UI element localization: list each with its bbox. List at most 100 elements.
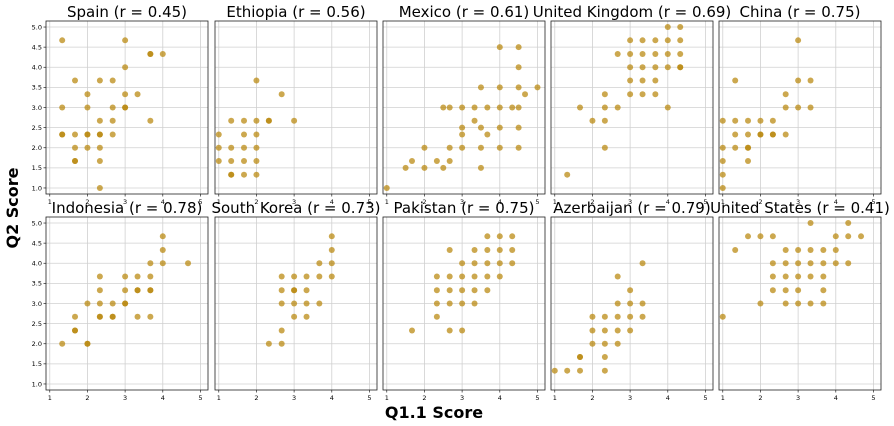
data-point: [664, 104, 671, 111]
data-point: [253, 77, 260, 84]
subplot-title: Indonesia (r = 0.78): [52, 199, 203, 217]
x-tick-label: 1: [385, 198, 389, 206]
data-point: [134, 273, 141, 280]
data-point: [639, 300, 646, 307]
data-point: [564, 171, 571, 178]
data-point: [589, 340, 596, 347]
data-point: [627, 313, 634, 320]
data-point: [241, 131, 248, 138]
x-tick-label: 1: [48, 394, 52, 402]
data-point: [109, 77, 116, 84]
data-point: [719, 184, 726, 191]
data-point: [601, 117, 608, 124]
data-point: [496, 233, 503, 240]
data-point: [459, 287, 466, 294]
data-point: [241, 144, 248, 151]
x-tick-label: 1: [721, 198, 725, 206]
data-point: [459, 300, 466, 307]
x-tick-label: 4: [161, 198, 165, 206]
data-point: [627, 50, 634, 57]
data-point: [96, 77, 103, 84]
data-point: [639, 77, 646, 84]
data-point: [496, 144, 503, 151]
data-point: [496, 273, 503, 280]
data-point: [677, 37, 684, 44]
data-point: [589, 313, 596, 320]
data-point: [471, 273, 478, 280]
data-point: [278, 91, 285, 98]
data-point: [122, 37, 129, 44]
data-point: [484, 131, 491, 138]
data-point: [72, 77, 79, 84]
data-point: [228, 144, 235, 151]
data-point: [782, 104, 789, 111]
y-tick-label: 1.0: [32, 184, 42, 192]
data-point: [433, 273, 440, 280]
x-tick-label: 4: [498, 198, 502, 206]
data-point: [303, 273, 310, 280]
data-point: [795, 246, 802, 253]
data-point: [459, 131, 466, 138]
data-point: [96, 184, 103, 191]
data-point: [757, 233, 764, 240]
x-tick-label: 3: [123, 394, 127, 402]
data-point: [614, 104, 621, 111]
subplot-panel: 1 2 3 4 5 1.0 1.5 2.0 2.5 3.0 3.5 4.0 4.5 5.0 Spain (r…: [32, 3, 209, 206]
y-axis-label: Q2 Score: [3, 167, 22, 248]
data-point: [159, 246, 166, 253]
data-point: [477, 144, 484, 151]
data-point: [664, 24, 671, 31]
data-point: [134, 313, 141, 320]
y-tick-label: 2.5: [32, 320, 42, 328]
data-point: [265, 340, 272, 347]
data-point: [84, 300, 91, 307]
data-point: [652, 50, 659, 57]
x-tick-label: 2: [590, 394, 594, 402]
x-tick-label: 5: [198, 394, 202, 402]
data-point: [477, 84, 484, 91]
data-point: [515, 144, 522, 151]
subplot-panel: 1 2 3 4 5 United Kingdom (r = 0.69): [533, 3, 732, 206]
data-point: [719, 144, 726, 151]
x-tick-label: 4: [330, 394, 334, 402]
data-point: [807, 300, 814, 307]
subplot-panel: 1 2 3 4 5 Ethiopia (r = 0.56): [214, 3, 378, 206]
data-point: [84, 340, 91, 347]
data-point: [96, 158, 103, 165]
data-point: [807, 104, 814, 111]
data-point: [446, 104, 453, 111]
data-point: [122, 287, 129, 294]
data-point: [84, 104, 91, 111]
data-point: [328, 260, 335, 267]
x-tick-label: 4: [498, 394, 502, 402]
data-point: [72, 144, 79, 151]
data-point: [795, 300, 802, 307]
subplot-panel: 1 2 3 4 5 1.0 1.5 2.0 2.5 3.0 3.5 4.0 4.5 5.0 Indonesi…: [32, 199, 209, 402]
data-point: [253, 171, 260, 178]
x-tick-label: 4: [330, 198, 334, 206]
data-point: [241, 117, 248, 124]
data-point: [303, 287, 310, 294]
x-tick-label: 3: [292, 394, 296, 402]
data-point: [496, 124, 503, 131]
data-point: [291, 300, 298, 307]
y-tick-label: 3.5: [32, 84, 42, 92]
data-point: [228, 117, 235, 124]
y-tick-label: 2.0: [32, 340, 42, 348]
data-point: [627, 37, 634, 44]
data-point: [732, 246, 739, 253]
data-point: [477, 124, 484, 131]
data-point: [639, 260, 646, 267]
data-point: [601, 313, 608, 320]
data-point: [291, 117, 298, 124]
x-tick-label: 1: [553, 198, 557, 206]
data-point: [534, 84, 541, 91]
data-point: [664, 64, 671, 71]
data-point: [72, 313, 79, 320]
data-point: [664, 37, 671, 44]
data-point: [159, 260, 166, 267]
subplot-title: Ethiopia (r = 0.56): [226, 3, 365, 21]
y-tick-label: 3.5: [32, 280, 42, 288]
